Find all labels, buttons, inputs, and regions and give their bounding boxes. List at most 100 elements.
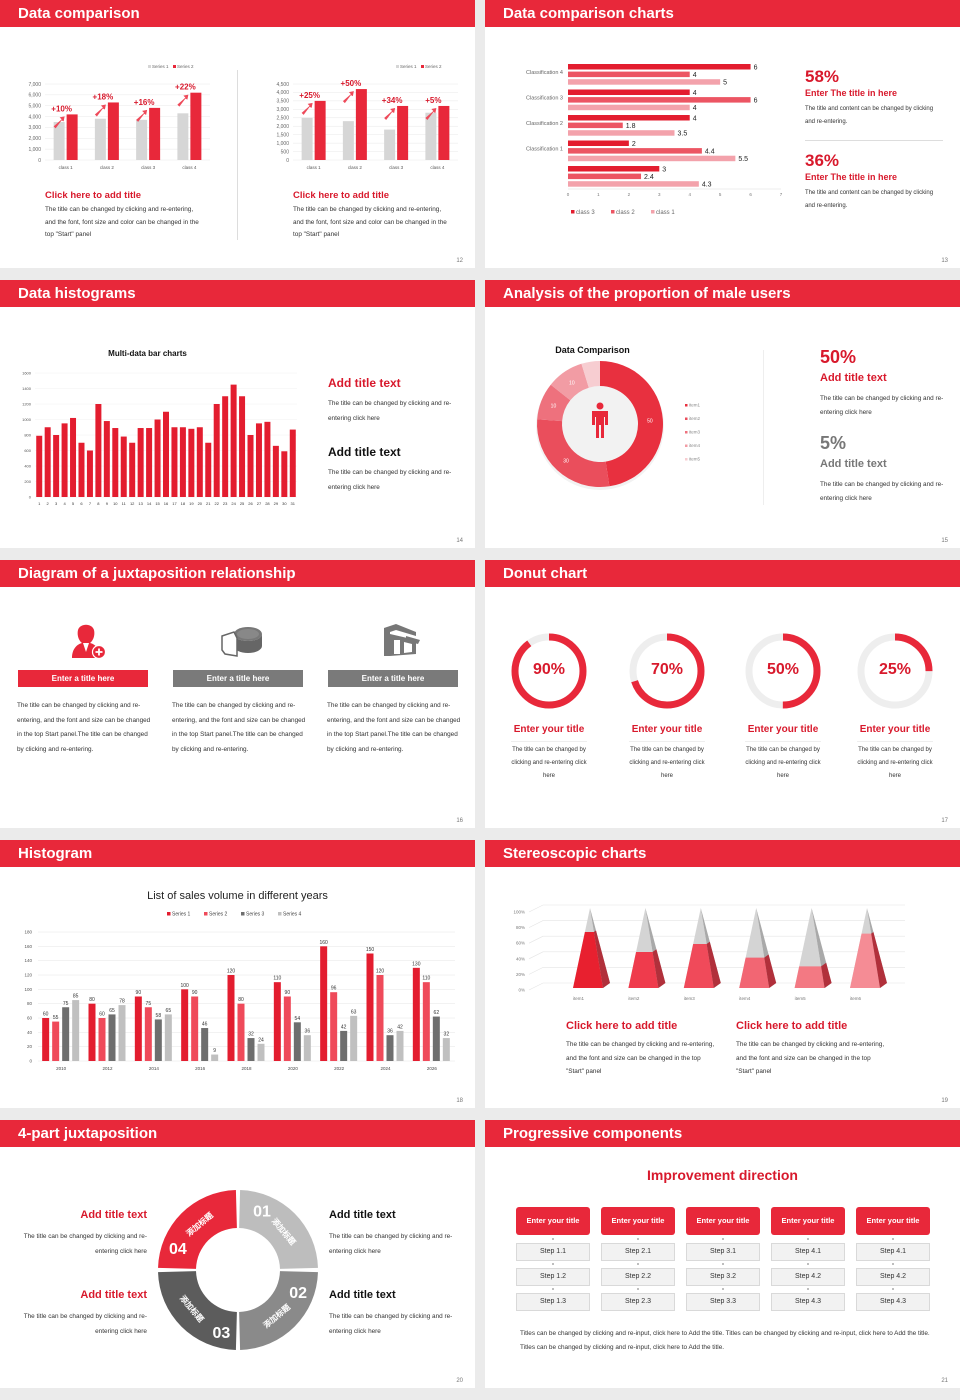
block-title[interactable]: Click here to add title [736, 1020, 848, 1032]
column-body[interactable]: The title can be changed by clicking and… [17, 702, 151, 753]
divider [511, 741, 587, 742]
ring-title[interactable]: Enter your title [859, 724, 931, 735]
slide-title: Data comparison charts [485, 0, 960, 27]
y-tick-label: 60% [516, 941, 525, 946]
data-label: 3.5 [678, 131, 688, 138]
block-title[interactable]: Click here to add title [293, 190, 390, 201]
block-title[interactable]: Click here to add title [45, 190, 142, 201]
bar-Series-2 [98, 1018, 106, 1061]
ring-body[interactable]: The title can be changed by clicking and… [511, 747, 587, 779]
bar-class-1 [568, 181, 699, 187]
block-body[interactable]: The title can be changed by clicking and… [23, 1233, 147, 1255]
block-body[interactable]: The title can be changed by clicking and… [23, 1313, 147, 1335]
column-body[interactable]: The title can be changed by clicking and… [327, 702, 461, 753]
ring-body[interactable]: The title can be changed by clicking and… [857, 747, 933, 779]
bar-chart-1: 0 1,000 2,000 3,000 4,000 5,000 6,000 7,000 clas… [28, 64, 210, 170]
block-body[interactable]: The title can be changed by clicking and… [45, 206, 199, 238]
connector-dot [807, 1238, 809, 1240]
data-label: 65 [109, 1008, 115, 1014]
divider [745, 741, 821, 742]
x-tick-label: 2022 [334, 1066, 345, 1071]
step-item[interactable]: Step 4.1 [771, 1243, 845, 1261]
bar-Series-3 [386, 1035, 394, 1061]
slice-value-label: 10 [551, 404, 557, 410]
stat-body[interactable]: The title and content can be changed by … [805, 106, 934, 125]
bar-Series-2 [330, 992, 338, 1061]
block-title[interactable]: Click here to add title [566, 1020, 678, 1032]
ring-body[interactable]: The title can be changed by clicking and… [745, 747, 821, 779]
data-label: 42 [397, 1024, 403, 1030]
legend-label: item2 [689, 416, 701, 421]
step-item[interactable]: Step 2.1 [601, 1243, 675, 1261]
stat-title[interactable]: Enter The title in here [805, 88, 898, 98]
bar-class-2 [568, 173, 642, 180]
step-item[interactable]: Step 3.3 [686, 1293, 760, 1311]
stat-body[interactable]: The title can be changed by clicking and… [820, 481, 944, 502]
block-body[interactable]: The title can be changed by clicking and… [329, 1313, 453, 1335]
x-tick-label: class 1 [59, 165, 74, 170]
x-tick-label: 7 [780, 192, 783, 197]
x-tick-label: 2018 [241, 1066, 252, 1071]
stat-title[interactable]: Add title text [820, 458, 887, 470]
bar-Series-1 [134, 996, 142, 1061]
pie-chart-icon [221, 627, 262, 657]
section-heading: Improvement direction [647, 1167, 798, 1183]
step-item[interactable]: Step 3.1 [686, 1243, 760, 1261]
stat-body[interactable]: The title and content can be changed by … [805, 190, 934, 209]
block-body[interactable]: The title can be changed by clicking and… [293, 206, 447, 238]
block-title[interactable]: Add title text [328, 445, 401, 459]
column-title-button[interactable]: Enter a title here [328, 670, 458, 687]
ring-title[interactable]: Enter your title [513, 724, 585, 735]
page-number: 14 [456, 538, 463, 544]
cycle-segment-02 [239, 1271, 318, 1350]
column-header-button[interactable]: Enter your title [771, 1207, 845, 1235]
step-item[interactable]: Step 1.1 [516, 1243, 590, 1261]
y-tick-label: 6,000 [28, 93, 41, 99]
bar-class-1 [568, 104, 690, 111]
column-title-button[interactable]: Enter a title here [18, 670, 148, 687]
step-item[interactable]: Step 4.3 [856, 1293, 930, 1311]
growth-label: +5% [425, 96, 441, 105]
description-paragraph[interactable]: Titles can be changed by clicking and re… [520, 1330, 930, 1351]
y-tick-label: 4,000 [28, 114, 41, 120]
bar-series-2 [66, 114, 78, 160]
column-header-button[interactable]: Enter your title [516, 1207, 590, 1235]
block-title[interactable]: Add title text [328, 376, 401, 390]
y-tick-label: 0 [286, 158, 289, 164]
ring-title[interactable]: Enter your title [631, 724, 703, 735]
column-body[interactable]: The title can be changed by clicking and… [172, 702, 306, 753]
histogram-bar [36, 435, 43, 497]
step-item[interactable]: Step 4.2 [771, 1268, 845, 1286]
step-item[interactable]: Step 4.2 [856, 1268, 930, 1286]
block-title[interactable]: Add title text [80, 1209, 147, 1221]
ring-body[interactable]: The title can be changed by clicking and… [629, 747, 705, 779]
column-title-button[interactable]: Enter a title here [173, 670, 303, 687]
column-header-button[interactable]: Enter your title [601, 1207, 675, 1235]
bar-Series-3 [293, 1022, 301, 1061]
column-header-button[interactable]: Enter your title [856, 1207, 930, 1235]
block-title[interactable]: Add title text [329, 1209, 396, 1221]
column-header-button[interactable]: Enter your title [686, 1207, 760, 1235]
ring-title[interactable]: Enter your title [747, 724, 819, 735]
block-body[interactable]: The title can be changed by clicking and… [328, 400, 452, 422]
stat-title[interactable]: Add title text [820, 372, 887, 384]
stat-title[interactable]: Enter The title in here [805, 172, 898, 182]
block-body[interactable]: The title can be changed by clicking and… [566, 1041, 715, 1075]
step-item[interactable]: Step 2.3 [601, 1293, 675, 1311]
block-body[interactable]: The title can be changed by clicking and… [328, 469, 452, 491]
y-tick-label: 0 [29, 495, 32, 500]
block-title[interactable]: Add title text [80, 1289, 147, 1301]
step-item[interactable]: Step 2.2 [601, 1268, 675, 1286]
stat-body[interactable]: The title can be changed by clicking and… [820, 395, 944, 416]
block-body[interactable]: The title can be changed by clicking and… [329, 1233, 453, 1255]
donut-slice-item2 [537, 419, 610, 487]
bar-Series-4 [211, 1054, 219, 1061]
block-title[interactable]: Add title text [329, 1289, 396, 1301]
data-label: 85 [73, 994, 79, 1000]
step-item[interactable]: Step 4.1 [856, 1243, 930, 1261]
step-item[interactable]: Step 1.2 [516, 1268, 590, 1286]
step-item[interactable]: Step 3.2 [686, 1268, 760, 1286]
block-body[interactable]: The title can be changed by clicking and… [736, 1041, 885, 1075]
step-item[interactable]: Step 4.3 [771, 1293, 845, 1311]
step-item[interactable]: Step 1.3 [516, 1293, 590, 1311]
